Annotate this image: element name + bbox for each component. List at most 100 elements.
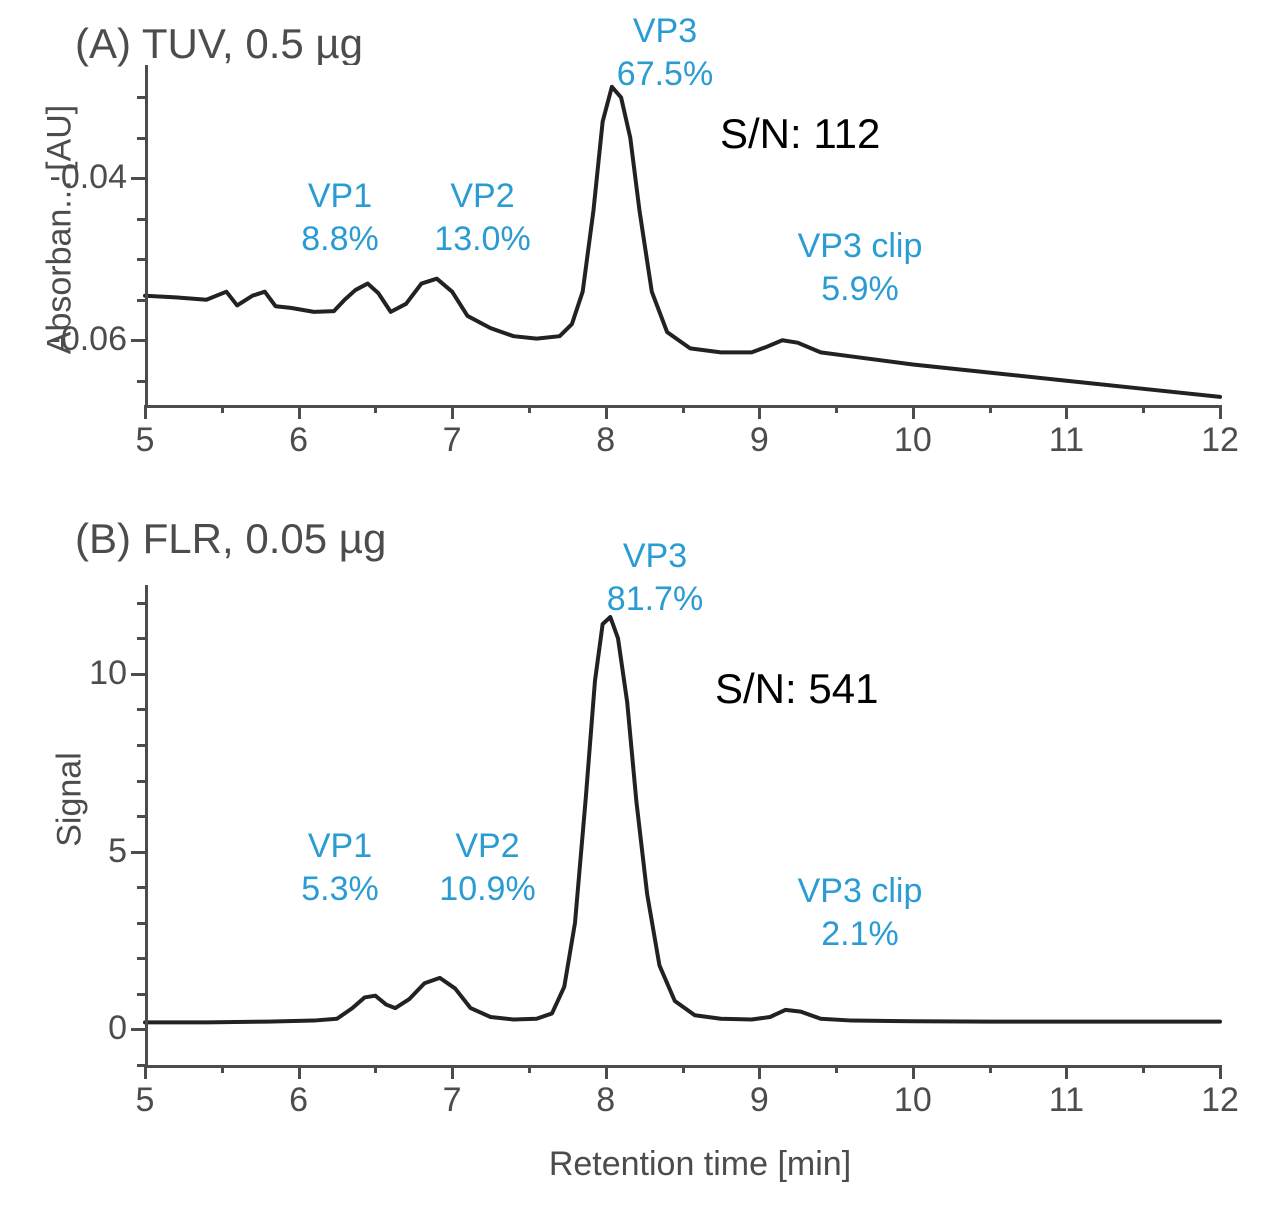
y-tick xyxy=(131,673,145,676)
x-tick xyxy=(451,1065,454,1079)
x-tick-label: 12 xyxy=(1190,1081,1250,1120)
y-axis-line xyxy=(145,65,148,405)
y-minor-tick xyxy=(137,637,145,640)
x-tick xyxy=(835,405,838,413)
vp3-name: VP3 xyxy=(623,537,687,575)
panel-b-title: (B) FLR, 0.05 µg xyxy=(75,515,386,563)
y-minor-tick xyxy=(137,218,145,221)
x-tick xyxy=(298,1065,301,1079)
panel-b-peak-vp3clip-label: VP3 clip 2.1% xyxy=(735,870,985,955)
x-tick xyxy=(528,405,531,413)
x-tick xyxy=(835,1065,838,1073)
x-tick-label: 6 xyxy=(269,1081,329,1120)
y-minor-tick xyxy=(137,993,145,996)
panel-b-sn-label: S/N: 541 xyxy=(715,665,878,713)
x-tick xyxy=(682,1065,685,1073)
vp1-pct: 8.8% xyxy=(301,220,379,258)
x-tick-label: 5 xyxy=(115,421,175,460)
y-minor-tick xyxy=(137,744,145,747)
y-minor-tick xyxy=(137,1064,145,1067)
x-tick-label: 10 xyxy=(883,421,943,460)
x-tick-label: 6 xyxy=(269,421,329,460)
panel-a-title: (A) TUV, 0.5 µg xyxy=(75,20,363,68)
x-tick xyxy=(221,405,224,413)
x-tick xyxy=(374,405,377,413)
x-tick xyxy=(605,1065,608,1079)
y-tick xyxy=(131,851,145,854)
x-tick xyxy=(758,405,761,419)
vp3clip-pct: 2.1% xyxy=(821,915,899,953)
x-tick-label: 7 xyxy=(422,1081,482,1120)
panel-b-trace xyxy=(145,617,1220,1022)
x-tick xyxy=(1142,405,1145,413)
vp2-pct: 10.9% xyxy=(439,870,535,908)
vp2-name: VP2 xyxy=(455,827,519,865)
y-minor-tick xyxy=(137,815,145,818)
vp3-name: VP3 xyxy=(633,12,697,50)
x-tick-label: 9 xyxy=(729,421,789,460)
vp3clip-name: VP3 clip xyxy=(798,227,923,265)
x-tick xyxy=(374,1065,377,1073)
y-tick xyxy=(131,1028,145,1031)
vp3-pct: 67.5% xyxy=(617,55,713,93)
x-tick xyxy=(1065,1065,1068,1079)
vp3clip-name: VP3 clip xyxy=(798,872,923,910)
y-tick-label: 10 xyxy=(89,654,127,693)
y-minor-tick xyxy=(137,380,145,383)
x-tick-label: 11 xyxy=(1036,421,1096,460)
x-tick xyxy=(682,405,685,413)
y-tick-label: -0.04 xyxy=(50,158,128,197)
y-tick-label: -0.06 xyxy=(50,320,128,359)
panel-a-peak-vp3-label: VP3 67.5% xyxy=(565,10,765,95)
x-tick-label: 7 xyxy=(422,421,482,460)
xaxis-label: Retention time [min] xyxy=(450,1145,950,1184)
vp1-name: VP1 xyxy=(308,827,372,865)
y-minor-tick xyxy=(137,886,145,889)
y-minor-tick xyxy=(137,258,145,261)
y-tick xyxy=(131,339,145,342)
y-minor-tick xyxy=(137,602,145,605)
panel-a-sn-label: S/N: 112 xyxy=(720,110,880,158)
x-tick xyxy=(1142,1065,1145,1073)
x-tick-label: 12 xyxy=(1190,421,1250,460)
chromatogram-figure: (A) TUV, 0.5 µg VP3 67.5% S/N: 112 VP1 8… xyxy=(0,0,1280,1225)
vp3clip-pct: 5.9% xyxy=(821,270,899,308)
y-minor-tick xyxy=(137,780,145,783)
x-tick-label: 8 xyxy=(576,1081,636,1120)
x-tick-label: 5 xyxy=(115,1081,175,1120)
x-tick xyxy=(144,1065,147,1079)
x-tick xyxy=(989,405,992,413)
panel-a-peak-vp2-label: VP2 13.0% xyxy=(395,175,570,260)
x-tick xyxy=(1219,405,1222,419)
x-tick-label: 10 xyxy=(883,1081,943,1120)
x-tick xyxy=(912,1065,915,1079)
y-minor-tick xyxy=(137,96,145,99)
panel-b-peak-vp2-label: VP2 10.9% xyxy=(395,825,580,910)
y-tick-label: 0 xyxy=(108,1009,127,1048)
x-tick xyxy=(144,405,147,419)
vp1-pct: 5.3% xyxy=(301,870,379,908)
x-tick-label: 11 xyxy=(1036,1081,1096,1120)
x-tick xyxy=(1065,405,1068,419)
y-tick-label: 5 xyxy=(108,832,127,871)
y-minor-tick xyxy=(137,299,145,302)
panel-b-peak-vp3-label: VP3 81.7% xyxy=(555,535,755,620)
vp3-pct: 81.7% xyxy=(607,580,703,618)
vp1-name: VP1 xyxy=(308,177,372,215)
x-tick xyxy=(1219,1065,1222,1079)
vp2-name: VP2 xyxy=(450,177,514,215)
x-tick xyxy=(605,405,608,419)
x-tick xyxy=(989,1065,992,1073)
x-tick xyxy=(912,405,915,419)
x-tick xyxy=(528,1065,531,1073)
y-minor-tick xyxy=(137,708,145,711)
panel-b-yaxis-label: Signal xyxy=(51,740,90,860)
y-minor-tick xyxy=(137,922,145,925)
x-tick xyxy=(758,1065,761,1079)
y-axis-line xyxy=(145,585,148,1065)
x-tick-label: 8 xyxy=(576,421,636,460)
y-minor-tick xyxy=(137,137,145,140)
vp2-pct: 13.0% xyxy=(434,220,530,258)
y-minor-tick xyxy=(137,957,145,960)
x-tick-label: 9 xyxy=(729,1081,789,1120)
